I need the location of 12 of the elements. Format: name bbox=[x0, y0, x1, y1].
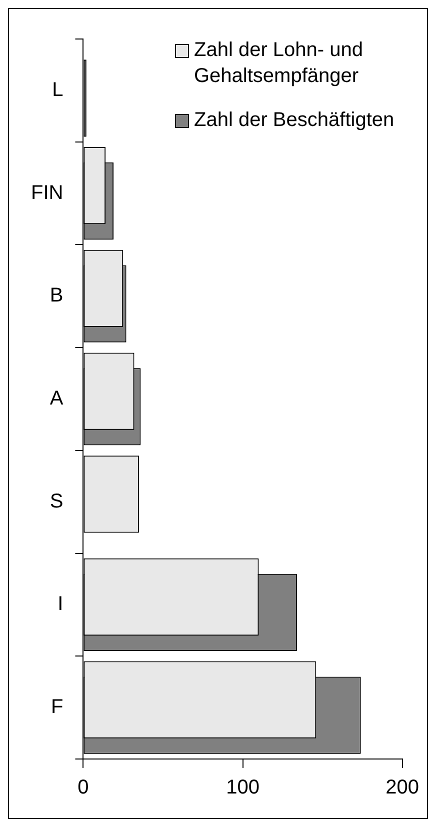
y-tick-label: I bbox=[58, 593, 64, 616]
x-tick-label: 0 bbox=[78, 776, 89, 799]
y-tick-label: L bbox=[52, 78, 64, 101]
y-tick-label: FIN bbox=[31, 182, 64, 204]
legend-label: Zahl der Lohn- und Gehaltsempfänger bbox=[194, 38, 364, 89]
legend-label: Zahl der Beschäftigten bbox=[194, 108, 394, 133]
y-tick-label: A bbox=[50, 388, 64, 410]
x-tick-label: 100 bbox=[226, 776, 260, 799]
y-tick-label: S bbox=[50, 490, 64, 512]
x-tick-label: 200 bbox=[386, 776, 420, 799]
y-tick-label: F bbox=[51, 696, 64, 718]
y-tick-label: B bbox=[50, 284, 64, 307]
